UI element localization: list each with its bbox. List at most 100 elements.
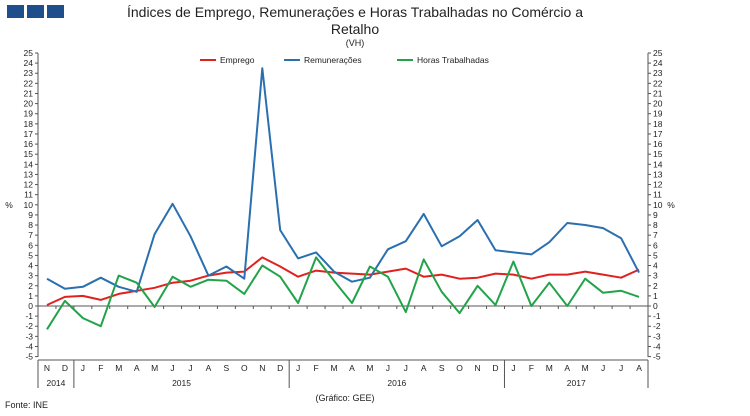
y-tick-label-right: 1 bbox=[653, 291, 658, 301]
y-tick-label-right: 16 bbox=[653, 139, 663, 149]
y-tick-label-left: 6 bbox=[28, 240, 33, 250]
y-tick-label-right: 24 bbox=[653, 58, 663, 68]
y-tick-label-left: 5 bbox=[28, 250, 33, 260]
y-tick-label-right: 7 bbox=[653, 230, 658, 240]
x-tick-label: J bbox=[170, 363, 174, 373]
x-tick-label: M bbox=[330, 363, 337, 373]
y-tick-label-left: 23 bbox=[24, 68, 34, 78]
y-tick-label-left: 1 bbox=[28, 291, 33, 301]
y-tick-label-left: 3 bbox=[28, 271, 33, 281]
x-tick-label: D bbox=[492, 363, 498, 373]
x-tick-label: N bbox=[259, 363, 265, 373]
x-tick-label: S bbox=[439, 363, 445, 373]
x-tick-label: J bbox=[81, 363, 85, 373]
y-tick-label-right: 6 bbox=[653, 240, 658, 250]
y-tick-label-right: 18 bbox=[653, 119, 663, 129]
x-tick-label: N bbox=[44, 363, 50, 373]
logo-block bbox=[47, 5, 64, 18]
x-tick-label: A bbox=[349, 363, 355, 373]
y-tick-label-right: 23 bbox=[653, 68, 663, 78]
x-tick-label: O bbox=[241, 363, 248, 373]
chart-title-line2: Retalho bbox=[330, 21, 380, 37]
x-tick-label: A bbox=[134, 363, 140, 373]
y-tick-label-left: -1 bbox=[25, 311, 33, 321]
x-tick-label: F bbox=[98, 363, 103, 373]
x-tick-label: J bbox=[296, 363, 300, 373]
brand-logo bbox=[7, 5, 64, 18]
y-tick-label-left: 21 bbox=[24, 88, 34, 98]
y-tick-label-left: 17 bbox=[24, 129, 34, 139]
y-tick-label-right: 4 bbox=[653, 261, 658, 271]
y-tick-label-right: -5 bbox=[653, 352, 661, 362]
y-tick-label-right: 20 bbox=[653, 99, 663, 109]
y-tick-label-left: 24 bbox=[24, 58, 34, 68]
y-tick-label-right: 0 bbox=[653, 301, 658, 311]
y-tick-label-left: 18 bbox=[24, 119, 34, 129]
y-tick-label-left: -2 bbox=[25, 321, 33, 331]
y-tick-label-left: 7 bbox=[28, 230, 33, 240]
x-tick-label: O bbox=[456, 363, 463, 373]
year-label: 2014 bbox=[46, 378, 65, 388]
chart-title-line1: Índices de Emprego, Remunerações e Horas… bbox=[126, 4, 584, 20]
x-tick-label: J bbox=[386, 363, 390, 373]
year-label: 2016 bbox=[387, 378, 406, 388]
x-tick-label: A bbox=[206, 363, 212, 373]
y-tick-label-right: 14 bbox=[653, 159, 663, 169]
legend-label: Emprego bbox=[220, 55, 255, 65]
x-tick-label: M bbox=[115, 363, 122, 373]
y-tick-label-right: 13 bbox=[653, 169, 663, 179]
y-tick-label-left: 0 bbox=[28, 301, 33, 311]
series-line-emprego bbox=[46, 256, 640, 306]
x-tick-label: J bbox=[404, 363, 408, 373]
y-tick-label-right: 22 bbox=[653, 78, 663, 88]
x-tick-label: M bbox=[151, 363, 158, 373]
y-tick-label-right: 12 bbox=[653, 180, 663, 190]
series-line-remuneracoes bbox=[46, 67, 640, 293]
y-tick-label-right: 25 bbox=[653, 48, 663, 58]
x-tick-label: A bbox=[564, 363, 570, 373]
y-tick-label-right: 9 bbox=[653, 210, 658, 220]
y-tick-label-right: 17 bbox=[653, 129, 663, 139]
y-tick-label-left: 16 bbox=[24, 139, 34, 149]
y-tick-label-left: 13 bbox=[24, 169, 34, 179]
y-tick-label-left: 12 bbox=[24, 180, 34, 190]
x-tick-label: F bbox=[313, 363, 318, 373]
x-tick-label: A bbox=[636, 363, 642, 373]
y-tick-label-left: 8 bbox=[28, 220, 33, 230]
y-tick-label-left: -5 bbox=[25, 352, 33, 362]
year-label: 2017 bbox=[567, 378, 586, 388]
y-tick-label-right: 21 bbox=[653, 88, 663, 98]
x-tick-label: J bbox=[511, 363, 515, 373]
source-note: Fonte: INE bbox=[5, 400, 49, 410]
chart-credit: (Gráfico: GEE) bbox=[315, 393, 375, 403]
y-tick-label-right: 11 bbox=[653, 190, 662, 200]
series-line-horas-trabalhadas bbox=[46, 256, 640, 330]
y-tick-label-left: 22 bbox=[24, 78, 34, 88]
logo-block bbox=[27, 5, 44, 18]
x-tick-label: A bbox=[421, 363, 427, 373]
x-tick-label: J bbox=[601, 363, 605, 373]
x-tick-label: D bbox=[62, 363, 68, 373]
y-tick-label-left: 9 bbox=[28, 210, 33, 220]
x-tick-label: S bbox=[224, 363, 230, 373]
x-tick-label: F bbox=[529, 363, 534, 373]
logo-block bbox=[7, 5, 24, 18]
y-axis-label-left: % bbox=[5, 200, 13, 210]
y-tick-label-left: -3 bbox=[25, 331, 33, 341]
y-tick-label-right: 2 bbox=[653, 281, 658, 291]
y-tick-label-right: -4 bbox=[653, 341, 661, 351]
y-tick-label-right: -1 bbox=[653, 311, 661, 321]
legend-label: Horas Trabalhadas bbox=[417, 55, 489, 65]
y-tick-label-left: 14 bbox=[24, 159, 34, 169]
y-tick-label-right: -3 bbox=[653, 331, 661, 341]
y-tick-label-right: 5 bbox=[653, 250, 658, 260]
x-tick-label: D bbox=[277, 363, 283, 373]
y-axis-label-right: % bbox=[667, 200, 675, 210]
chart-subtitle: (VH) bbox=[345, 38, 365, 48]
y-tick-label-left: 10 bbox=[24, 200, 34, 210]
x-tick-label: J bbox=[619, 363, 623, 373]
year-label: 2015 bbox=[172, 378, 191, 388]
y-tick-label-left: 11 bbox=[24, 190, 33, 200]
y-tick-label-left: 19 bbox=[24, 109, 34, 119]
